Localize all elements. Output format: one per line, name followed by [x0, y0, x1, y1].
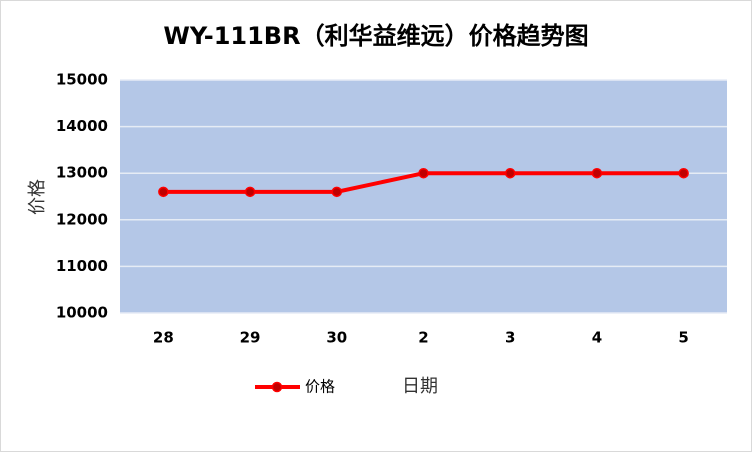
x-tick-label: 5: [678, 329, 688, 347]
y-tick-label: 13000: [56, 164, 108, 182]
y-tick-label: 15000: [56, 71, 108, 89]
x-tick-label: 3: [505, 329, 515, 347]
x-tick-label: 29: [240, 329, 261, 347]
x-tick-label: 2: [418, 329, 428, 347]
y-tick-label: 10000: [56, 304, 108, 322]
data-point: [504, 167, 516, 179]
data-point: [591, 167, 603, 179]
data-point: [331, 186, 343, 198]
data-point: [678, 167, 689, 179]
legend-label: 价格: [305, 378, 335, 396]
data-point: [158, 186, 169, 198]
y-tick-label: 14000: [56, 117, 108, 135]
x-axis-title: 日期: [402, 376, 438, 397]
y-tick-label: 12000: [56, 210, 108, 228]
data-point: [418, 167, 429, 179]
x-tick-label: 28: [153, 329, 174, 347]
plot-area: [120, 80, 727, 313]
x-tick-label: 4: [592, 329, 602, 347]
y-axis-title: 价格: [27, 179, 48, 215]
y-tick-label: 11000: [56, 257, 108, 275]
legend-marker: [271, 381, 283, 393]
x-tick-label: 30: [326, 329, 347, 347]
data-point: [244, 186, 256, 198]
chart-title: WY-111BR（利华益维远）价格趋势图: [163, 22, 588, 50]
